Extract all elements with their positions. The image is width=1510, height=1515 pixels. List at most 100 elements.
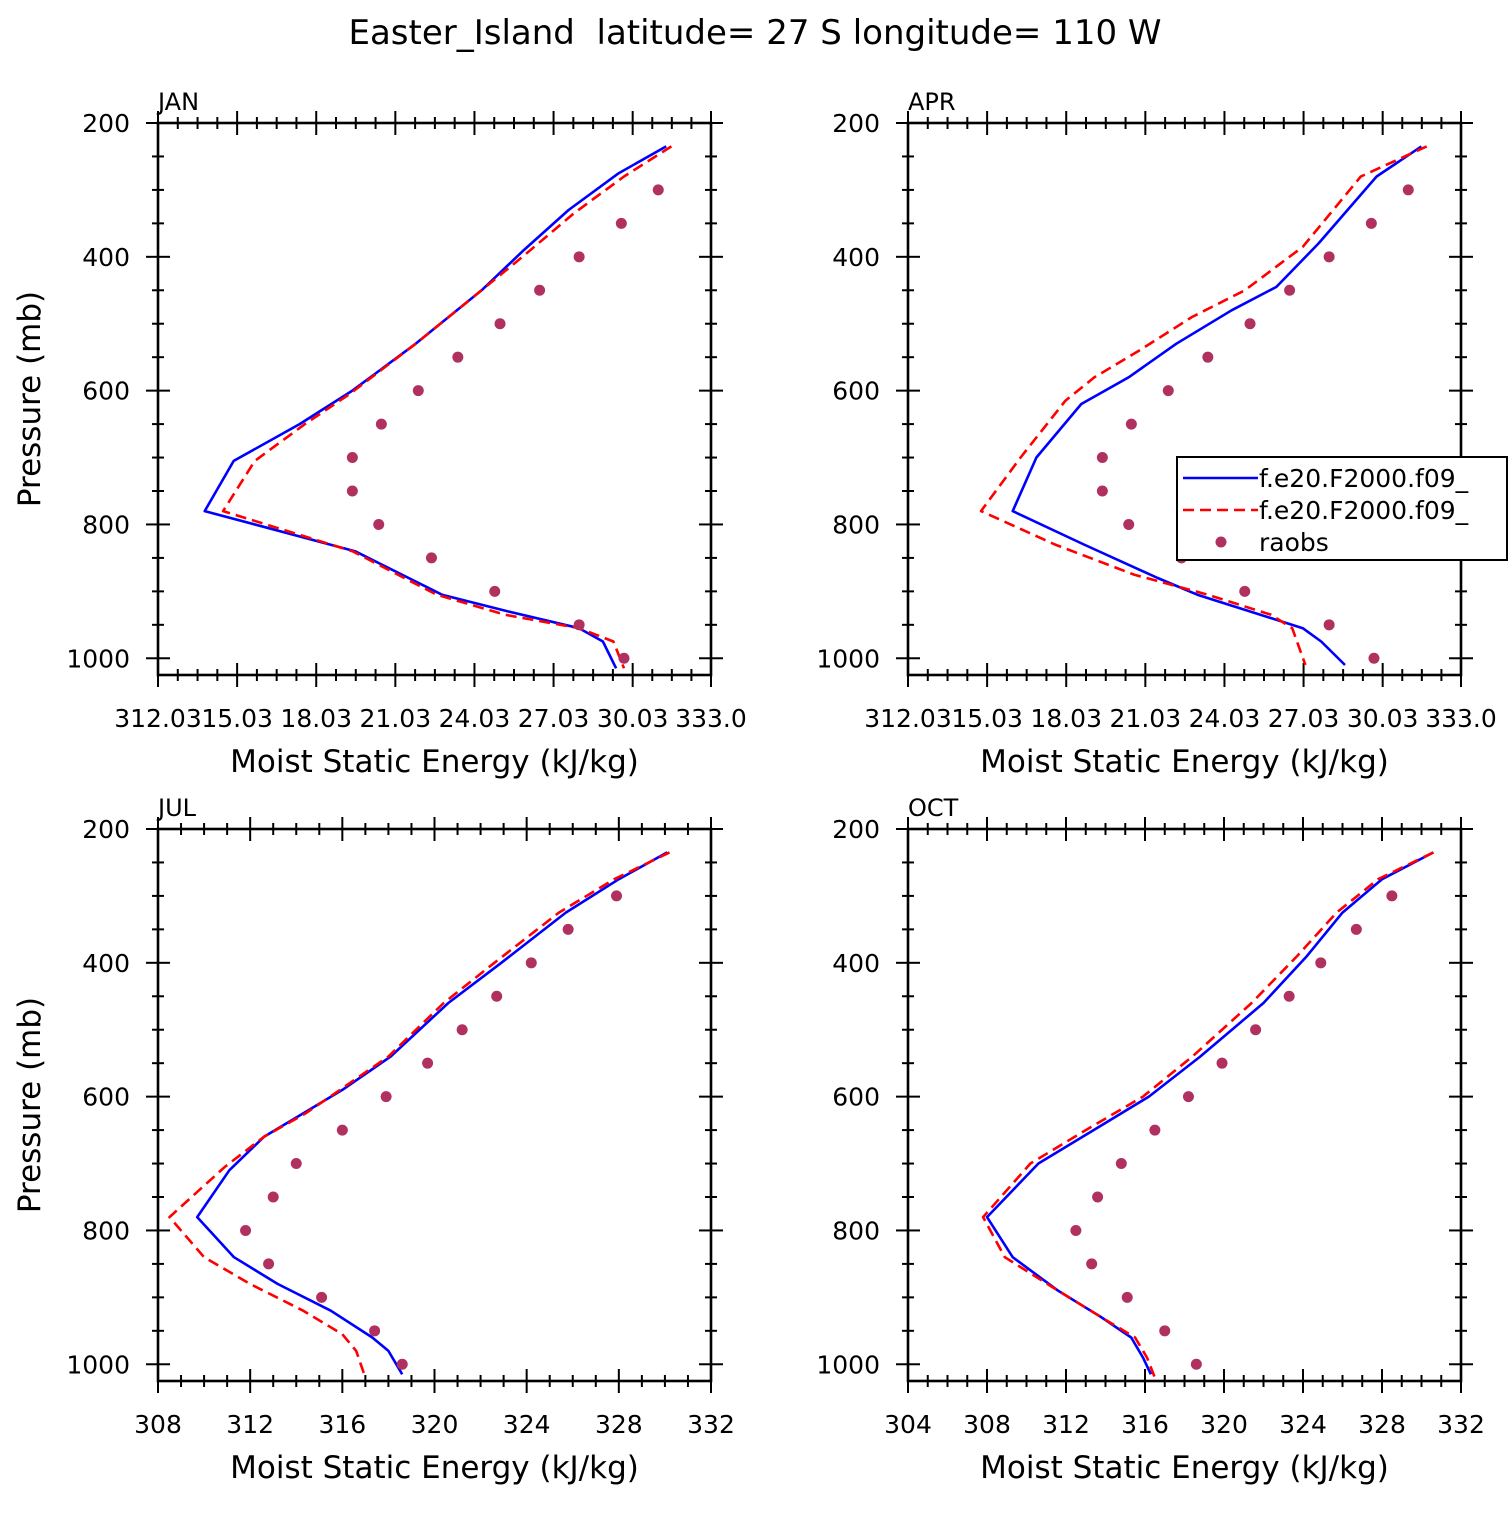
series-line-solid — [203, 145, 667, 669]
raobs-point — [422, 1057, 434, 1069]
x-tick-label: 27.03 — [518, 704, 590, 733]
x-tick-label: 308 — [134, 1410, 182, 1439]
panel-apr: APR 312.03 15.03 18.03 21.03 24.03 27.03 30.03 3… — [816, 88, 1496, 780]
raobs-point — [290, 1158, 302, 1170]
raobs-point — [525, 957, 537, 969]
plot-frame — [906, 121, 1463, 677]
raobs-point — [494, 318, 506, 330]
y-tick-label: 200 — [82, 815, 130, 844]
x-tick-label: 312.03 — [864, 704, 951, 733]
series-line-dashed — [979, 145, 1428, 666]
raobs-markers — [240, 890, 623, 1370]
series-group — [168, 851, 671, 1379]
x-axis-label: Moist Static Energy (kJ/kg) — [980, 1450, 1389, 1486]
panel-title: JAN — [156, 88, 199, 116]
x-tick-label: 320 — [411, 1410, 459, 1439]
legend-label: f.e20.F2000.f09_ — [1259, 464, 1469, 493]
raobs-point — [373, 518, 385, 530]
raobs-point — [1365, 217, 1377, 229]
tick-labels: 312.03 15.03 18.03 21.03 24.03 27.03 30.03 333.… — [66, 109, 746, 733]
raobs-point — [1402, 184, 1414, 196]
y-tick-label: 800 — [832, 510, 880, 539]
raobs-point — [534, 284, 546, 296]
raobs-point — [1202, 351, 1214, 363]
x-axis-label: Moist Static Energy (kJ/kg) — [230, 744, 639, 780]
series-line-solid — [1011, 145, 1423, 666]
raobs-markers — [1070, 890, 1398, 1370]
x-tick-label: 320 — [1200, 1410, 1248, 1439]
raobs-point — [346, 452, 358, 464]
series-line-solid — [985, 851, 1435, 1375]
raobs-point — [1244, 318, 1256, 330]
x-tick-label: 18.03 — [280, 704, 352, 733]
raobs-point — [380, 1091, 392, 1103]
y-tick-label: 800 — [82, 510, 130, 539]
y-tick-label: 600 — [832, 377, 880, 406]
panel-title: JUL — [156, 794, 197, 822]
raobs-point — [1182, 1091, 1194, 1103]
x-tick-label: 18.03 — [1030, 704, 1102, 733]
raobs-point — [1162, 385, 1174, 397]
raobs-point — [425, 552, 437, 564]
y-tick-label: 1000 — [816, 644, 880, 673]
x-tick-label: 328 — [1358, 1410, 1406, 1439]
y-tick-label: 600 — [82, 377, 130, 406]
y-tick-label: 1000 — [66, 1350, 130, 1379]
raobs-point — [1350, 923, 1362, 935]
y-tick-label: 200 — [832, 109, 880, 138]
x-tick-label: 312 — [1042, 1410, 1090, 1439]
y-tick-label: 1000 — [816, 1350, 880, 1379]
plot-frame — [156, 827, 713, 1383]
raobs-point — [1283, 990, 1295, 1002]
x-axis-label: Moist Static Energy (kJ/kg) — [230, 1450, 639, 1486]
series-line-dashed — [221, 145, 673, 669]
raobs-point — [267, 1191, 279, 1203]
y-tick-label: 400 — [832, 243, 880, 272]
legend-box — [1176, 456, 1508, 561]
raobs-point — [1239, 585, 1251, 597]
series-line-dashed — [981, 851, 1434, 1379]
y-tick-label: 600 — [832, 1083, 880, 1112]
x-tick-label: 312.03 — [114, 704, 201, 733]
raobs-point — [1323, 619, 1335, 631]
raobs-point — [489, 585, 501, 597]
raobs-point — [1386, 890, 1398, 902]
raobs-point — [346, 485, 358, 497]
x-tick-label: 21.03 — [1110, 704, 1182, 733]
raobs-point — [396, 1358, 408, 1370]
y-tick-label: 800 — [82, 1216, 130, 1245]
x-tick-label: 27.03 — [1268, 704, 1340, 733]
raobs-point — [1115, 1158, 1127, 1170]
x-tick-label: 30.03 — [1347, 704, 1419, 733]
raobs-point — [412, 385, 424, 397]
raobs-point — [336, 1124, 348, 1136]
y-axis-label: Pressure (mb) — [12, 291, 48, 507]
x-tick-label: 308 — [963, 1410, 1011, 1439]
x-tick-label: 328 — [595, 1410, 643, 1439]
y-tick-label: 200 — [82, 109, 130, 138]
raobs-point — [1149, 1124, 1161, 1136]
y-tick-label: 800 — [832, 1216, 880, 1245]
panel-title: APR — [908, 88, 956, 116]
x-tick-label: 304 — [884, 1410, 932, 1439]
x-tick-label: 24.03 — [1189, 704, 1261, 733]
raobs-point — [240, 1224, 252, 1236]
plot-frame — [906, 827, 1463, 1383]
y-tick-label: 400 — [832, 949, 880, 978]
panel-jan: JAN 312.03 15.03 18.03 21.03 24.03 27.03 30.03 3… — [12, 88, 747, 780]
raobs-markers — [1096, 184, 1414, 664]
raobs-point — [652, 184, 664, 196]
y-tick-label: 400 — [82, 949, 130, 978]
raobs-point — [316, 1291, 328, 1303]
x-tick-label: 30.03 — [597, 704, 669, 733]
series-group — [203, 145, 673, 669]
tick-labels: 304 308 312 316 320 324 328 332 200 400 600 800 1000 — [816, 815, 1484, 1439]
panel-jul: JUL 308 312 316 320 324 328 332 200 400 600 800 1000… — [12, 794, 735, 1486]
raobs-point — [611, 890, 623, 902]
x-tick-label: 312 — [226, 1410, 274, 1439]
raobs-point — [1323, 251, 1335, 263]
raobs-point — [1250, 1024, 1262, 1036]
x-tick-label: 316 — [1121, 1410, 1169, 1439]
